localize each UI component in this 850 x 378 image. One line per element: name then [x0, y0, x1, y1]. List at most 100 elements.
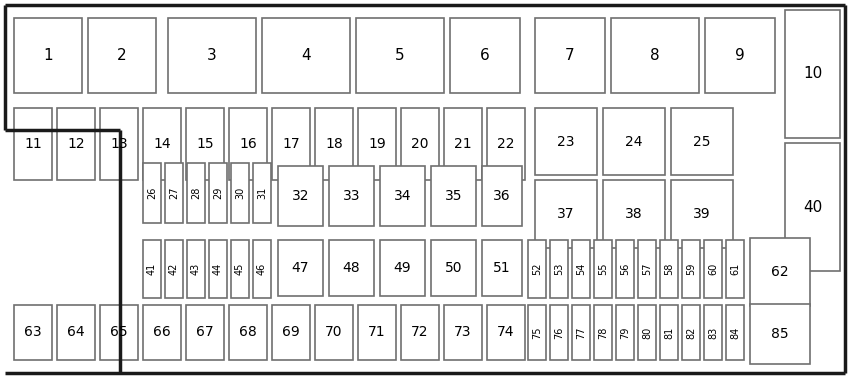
Bar [785, 143, 840, 271]
Text: 71: 71 [368, 325, 386, 339]
Text: 65: 65 [110, 325, 128, 339]
Text: 42: 42 [169, 263, 179, 275]
Text: 78: 78 [598, 326, 608, 339]
Bar [603, 108, 665, 175]
Text: 83: 83 [708, 326, 718, 339]
Text: 58: 58 [664, 263, 674, 275]
Bar [315, 108, 353, 180]
Text: 50: 50 [445, 261, 462, 275]
Bar [616, 305, 634, 360]
Bar [726, 305, 744, 360]
Text: 18: 18 [325, 137, 343, 151]
Bar [528, 305, 546, 360]
Bar [187, 163, 205, 223]
Bar [262, 18, 350, 93]
Bar [186, 108, 224, 180]
Bar [143, 240, 161, 298]
Text: 70: 70 [326, 325, 343, 339]
Text: 40: 40 [803, 200, 822, 214]
Text: 29: 29 [213, 187, 223, 199]
Text: 55: 55 [598, 263, 608, 275]
Bar [431, 240, 476, 296]
Bar [671, 108, 733, 175]
Bar [253, 240, 271, 298]
Text: 44: 44 [213, 263, 223, 275]
Text: 32: 32 [292, 189, 309, 203]
Bar [143, 163, 161, 223]
Text: 5: 5 [395, 48, 405, 63]
Text: 36: 36 [493, 189, 511, 203]
Text: 22: 22 [497, 137, 515, 151]
Text: 77: 77 [576, 326, 586, 339]
Bar [100, 108, 138, 180]
Bar [401, 108, 439, 180]
Text: 1: 1 [43, 48, 53, 63]
Bar [187, 240, 205, 298]
Bar [444, 305, 482, 360]
Text: 38: 38 [626, 207, 643, 221]
Bar [704, 305, 722, 360]
Bar [535, 108, 597, 175]
Text: 74: 74 [497, 325, 515, 339]
Text: 56: 56 [620, 263, 630, 275]
Bar [750, 238, 810, 306]
Bar [572, 240, 590, 298]
Text: 31: 31 [257, 187, 267, 199]
Text: 35: 35 [445, 189, 462, 203]
Bar [253, 163, 271, 223]
Text: 53: 53 [554, 263, 564, 275]
Bar [487, 305, 525, 360]
Bar [209, 240, 227, 298]
Text: 80: 80 [642, 326, 652, 339]
Bar [616, 240, 634, 298]
Text: 39: 39 [694, 207, 711, 221]
Text: 64: 64 [67, 325, 85, 339]
Bar [482, 166, 522, 226]
Bar [603, 180, 665, 248]
Bar [57, 305, 95, 360]
Text: 6: 6 [480, 48, 490, 63]
Bar [594, 240, 612, 298]
Bar [594, 305, 612, 360]
Text: 57: 57 [642, 263, 652, 275]
Bar [57, 108, 95, 180]
Text: 7: 7 [565, 48, 575, 63]
Bar [450, 18, 520, 93]
Text: 73: 73 [454, 325, 472, 339]
Bar [14, 18, 82, 93]
Bar [401, 305, 439, 360]
Text: 17: 17 [282, 137, 300, 151]
Bar [229, 305, 267, 360]
Text: 85: 85 [771, 327, 789, 341]
Bar [528, 240, 546, 298]
Text: 27: 27 [169, 187, 179, 199]
Text: 52: 52 [532, 263, 542, 275]
Text: 48: 48 [343, 261, 360, 275]
Bar [358, 305, 396, 360]
Text: 19: 19 [368, 137, 386, 151]
Bar [14, 108, 52, 180]
Bar [278, 240, 323, 296]
Bar [704, 240, 722, 298]
Text: 41: 41 [147, 263, 157, 275]
Text: 28: 28 [191, 187, 201, 199]
Bar [550, 305, 568, 360]
Text: 30: 30 [235, 187, 245, 199]
Bar [638, 305, 656, 360]
Bar [329, 166, 374, 226]
Bar [278, 166, 323, 226]
Text: 76: 76 [554, 326, 564, 339]
Bar [660, 305, 678, 360]
Text: 82: 82 [686, 326, 696, 339]
Text: 4: 4 [301, 48, 311, 63]
Text: 59: 59 [686, 263, 696, 275]
Bar [88, 18, 156, 93]
Bar [380, 240, 425, 296]
Bar [165, 240, 183, 298]
Bar [165, 163, 183, 223]
Text: 37: 37 [558, 207, 575, 221]
Text: 62: 62 [771, 265, 789, 279]
Text: 23: 23 [558, 135, 575, 149]
Text: 72: 72 [411, 325, 428, 339]
Text: 33: 33 [343, 189, 360, 203]
